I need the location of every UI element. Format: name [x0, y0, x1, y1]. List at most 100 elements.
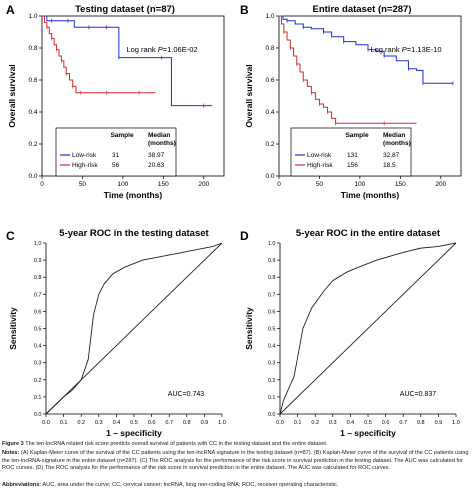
caption-abbr-label: Abbreviations:: [2, 482, 42, 488]
y-tick-label: 0.6: [28, 77, 37, 84]
x-tick-label: 100: [354, 181, 365, 188]
y-tick-label: 0.7: [34, 292, 42, 298]
x-tick-label: 0.4: [347, 420, 355, 426]
y-tick-label: 0.2: [268, 378, 276, 384]
x-tick-label: 1.0: [452, 420, 460, 426]
chart-title: Entire dataset (n=287): [313, 4, 412, 15]
chart-title: 5-year ROC in the testing dataset: [59, 228, 209, 239]
x-tick-label: 0.5: [130, 420, 138, 426]
legend-sample-value: 31: [112, 152, 120, 159]
y-tick-label: 0.2: [34, 378, 42, 384]
y-tick-label: 0.8: [265, 45, 274, 52]
caption-notes-label: Notes:: [2, 450, 20, 456]
y-tick-label: 0.0: [268, 412, 276, 418]
chart-title: 5-year ROC in the entire dataset: [296, 228, 441, 239]
y-tick-label: 0.2: [28, 141, 37, 148]
legend-header-sample: Sample: [345, 132, 369, 139]
y-tick-label: 0.9: [268, 258, 276, 264]
legend-header-median-unit: (months): [383, 140, 411, 147]
y-tick-label: 0.6: [34, 309, 42, 315]
y-tick-label: 0.3: [34, 361, 42, 367]
y-tick-label: 0.2: [265, 141, 274, 148]
legend-entry: Low-risk: [307, 152, 332, 159]
legend-median-value: 18.5: [383, 162, 396, 169]
x-axis-label: Time (months): [104, 190, 163, 200]
legend-box: [290, 127, 412, 177]
x-tick-label: 0.6: [148, 420, 156, 426]
panel-label: D: [240, 229, 249, 243]
series-line-high-risk: [279, 15, 417, 124]
panel-label: A: [6, 3, 15, 17]
legend-median-value: 32.87: [383, 152, 400, 159]
panel-d: D 5-year ROC in the entire dataset 0.0 0.1 0…: [240, 228, 460, 438]
panel-b: B Entire dataset (n=287) 0 50 100 150 200 0.0 0.…: [240, 3, 462, 200]
x-tick-label: 50: [79, 181, 87, 188]
figure-caption-notes: Notes: (A) Kaplan-Meier curve of the sur…: [2, 450, 470, 473]
x-tick-label: 0.2: [77, 420, 85, 426]
legend-median-value: 20.63: [148, 162, 165, 169]
y-tick-label: 0.0: [34, 412, 42, 418]
x-tick-label: 0.8: [183, 420, 191, 426]
figure-caption-abbreviations: Abbreviations: AUC, area under the curve…: [2, 482, 470, 490]
y-tick-label: 0.8: [28, 45, 37, 52]
x-axis-label: Time (months): [341, 190, 400, 200]
x-tick-label: 0: [277, 181, 281, 188]
series-line-low-risk: [279, 15, 453, 84]
x-tick-label: 0.1: [294, 420, 302, 426]
panel-label: C: [6, 229, 15, 243]
auc-annotation: AUC=0.837: [400, 391, 436, 398]
x-tick-label: 0.5: [364, 420, 372, 426]
x-tick-label: 0.0: [276, 420, 284, 426]
y-tick-label: 0.7: [268, 292, 276, 298]
y-tick-label: 0.0: [265, 173, 274, 180]
panel-label: B: [240, 3, 249, 17]
x-tick-label: 150: [158, 181, 169, 188]
x-tick-label: 0.7: [399, 420, 407, 426]
x-axis-label: 1 – specificity: [340, 428, 396, 438]
x-tick-label: 150: [395, 181, 406, 188]
legend-header-sample: Sample: [110, 132, 134, 139]
y-tick-label: 0.1: [268, 395, 276, 401]
legend-median-value: 38.97: [148, 152, 165, 159]
x-tick-label: 200: [198, 181, 209, 188]
y-tick-label: 0.5: [34, 327, 42, 333]
panel-a: A Testing dataset (n=87) 0 50 100 150 200 0.0 0.…: [6, 3, 225, 200]
y-axis-label: Sensitivity: [8, 307, 18, 350]
x-tick-label: 0.6: [382, 420, 390, 426]
log-rank-annotation: Log rank P=1.06E-02: [126, 45, 197, 54]
y-tick-label: 0.0: [28, 173, 37, 180]
series-line-low-risk: [42, 15, 212, 107]
legend-entry: High-risk: [307, 162, 333, 169]
y-tick-label: 1.0: [265, 13, 274, 20]
y-tick-label: 0.5: [268, 327, 276, 333]
y-tick-label: 0.1: [34, 395, 42, 401]
legend-header-median: Median: [383, 132, 405, 139]
y-axis-label: Overall survival: [7, 64, 17, 127]
legend-sample-value: 131: [347, 152, 358, 159]
y-tick-label: 0.8: [268, 275, 276, 281]
auc-annotation: AUC=0.743: [168, 391, 204, 398]
figure-caption-title: Figure 3 The ten-lncRNA related risk sco…: [2, 441, 470, 449]
x-tick-label: 0.8: [417, 420, 425, 426]
y-axis-label: Overall survival: [244, 64, 254, 127]
y-tick-label: 0.4: [28, 109, 37, 116]
legend-header-median-unit: (months): [148, 140, 176, 147]
x-tick-label: 100: [117, 181, 128, 188]
x-tick-label: 0.1: [60, 420, 68, 426]
reference-diagonal: [279, 242, 457, 415]
x-tick-label: 0.3: [95, 420, 103, 426]
roc-curve: [279, 242, 457, 415]
x-tick-label: 0.2: [311, 420, 319, 426]
x-tick-label: 0.9: [435, 420, 443, 426]
caption-notes-text: (A) Kaplan-Meier curve of the survival o…: [2, 450, 469, 472]
y-axis-label: Sensitivity: [244, 307, 254, 350]
reference-diagonal: [45, 242, 223, 415]
figure-canvas: A Testing dataset (n=87)0 50 100 150 2000.00.…: [6, 3, 462, 438]
legend-box: [55, 127, 177, 177]
chart-title: Testing dataset (n=87): [75, 4, 175, 15]
legend-entry: High-risk: [72, 162, 98, 169]
y-tick-label: 0.3: [268, 361, 276, 367]
y-tick-label: 0.8: [34, 275, 42, 281]
log-rank-annotation: Log rank P=1.13E-10: [370, 45, 441, 54]
x-tick-label: 50: [316, 181, 324, 188]
